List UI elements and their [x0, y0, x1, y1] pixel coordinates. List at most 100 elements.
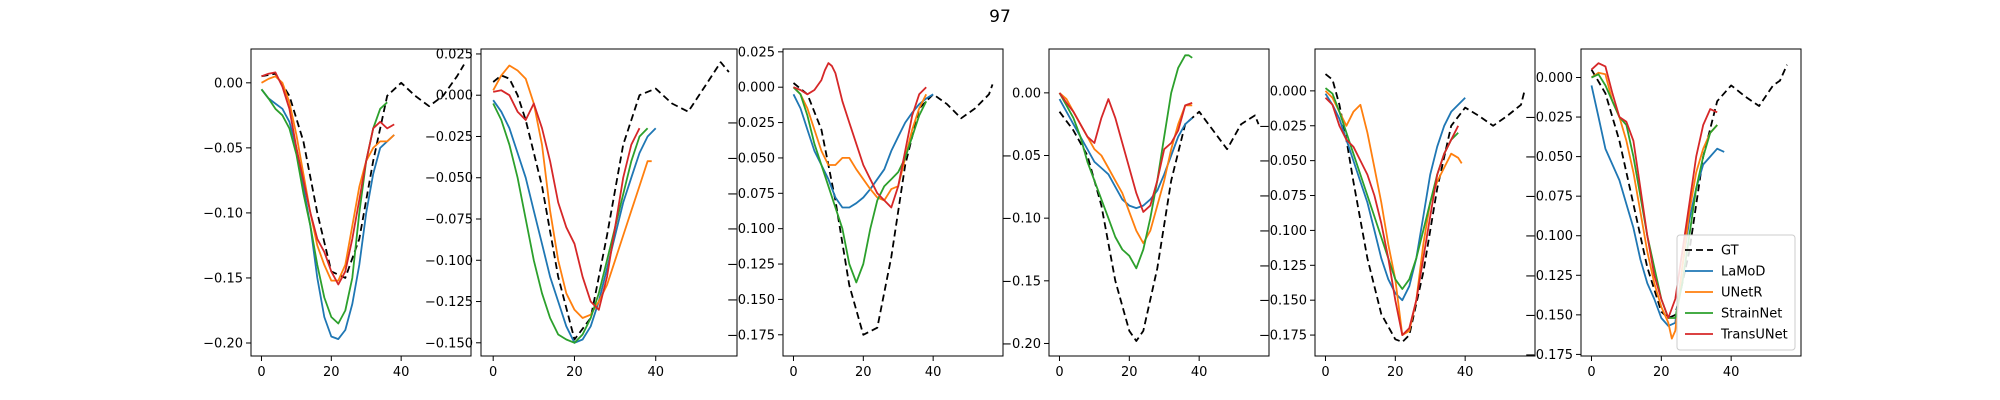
y-tick-label: −0.10	[1001, 212, 1041, 227]
subplot-2: 0 20 40 0.025 0.000 −0.025 −0.050 −0.075 −0.100 −…	[425, 47, 738, 380]
y-tick-label: −0.075	[1525, 190, 1573, 205]
y-tick-label: −0.100	[425, 254, 473, 269]
y-tick-label: −0.025	[727, 116, 775, 131]
y-tick-label: 0.000	[1270, 84, 1307, 99]
series-line-lamod	[792, 93, 934, 209]
y-tick-label: −0.175	[727, 328, 775, 343]
x-tick-label: 0	[1055, 365, 1063, 380]
y-tick-label: −0.15	[203, 271, 243, 286]
subplot-5: 0 20 40 0.000 −0.025 −0.050 −0.075 −0.100 −0.125…	[1259, 48, 1536, 380]
subplots-container: 0 20 400.00−0.05−0.10−0.15−0.200 20 400.0250…	[203, 45, 1802, 380]
series-line-gt	[261, 64, 465, 279]
series-line-strainnet	[1591, 73, 1718, 319]
x-tick-label: 40	[925, 365, 942, 380]
y-tick-label: −0.175	[1259, 329, 1307, 344]
y-tick-label: −0.05	[1001, 149, 1041, 164]
series-line-unetr	[1058, 92, 1193, 245]
legend-box	[1676, 234, 1796, 351]
x-tick-label: 20	[1653, 365, 1670, 380]
subplot-6: 0 20 40 0.000 −0.025 −0.050 −0.075 −0.100 −0.125…	[1525, 48, 1802, 380]
x-tick-label: 40	[393, 365, 410, 380]
series-line-unetr	[792, 86, 928, 202]
series-line-lamod	[1590, 85, 1725, 327]
x-tick-label: 0	[789, 365, 797, 380]
series-line-unetr	[492, 64, 652, 319]
y-tick-label: 0.00	[1012, 86, 1041, 101]
y-tick-label: −0.175	[1525, 348, 1573, 363]
y-tick-label: −0.20	[203, 336, 243, 351]
x-tick-label: 40	[647, 365, 664, 380]
y-tick-label: −0.075	[727, 187, 775, 202]
y-tick-label: −0.125	[425, 295, 473, 310]
y-tick-label: −0.20	[1001, 337, 1041, 352]
x-tick-label: 40	[1457, 365, 1474, 380]
y-tick-label: −0.125	[727, 258, 775, 273]
series-line-strainnet	[260, 88, 388, 325]
series-line-lamod	[492, 99, 657, 344]
series-line-gt	[792, 82, 994, 336]
y-tick-label: −0.150	[727, 293, 775, 308]
x-tick-label: 20	[566, 365, 583, 380]
y-tick-label: −0.025	[1259, 119, 1307, 134]
y-tick-label: −0.025	[1525, 111, 1573, 126]
figure-suptitle: 97	[989, 7, 1011, 27]
legend: GT LaMoD UNetR StrainNet TransUNet	[1676, 234, 1796, 351]
x-tick-label: 20	[323, 365, 340, 380]
legend-label-unetr: UNetR	[1721, 286, 1762, 301]
series-line-gt	[1058, 110, 1260, 342]
x-tick-label: 20	[1387, 365, 1404, 380]
y-tick-label: −0.075	[425, 213, 473, 228]
y-tick-label: −0.100	[1525, 229, 1573, 244]
series-line-strainnet	[1058, 54, 1193, 270]
series-line-transunet	[1058, 92, 1193, 213]
series-line-lamod	[1324, 93, 1466, 302]
series-line-unetr	[261, 75, 395, 282]
series-line-transunet	[1324, 97, 1460, 337]
y-tick-label: −0.15	[1001, 274, 1041, 289]
series-line-transunet	[793, 62, 927, 209]
x-tick-label: 0	[1587, 365, 1595, 380]
y-tick-label: 0.00	[214, 76, 243, 91]
series-line-unetr	[1324, 90, 1463, 337]
axes-frame	[782, 48, 1004, 357]
y-tick-label: −0.075	[1259, 189, 1307, 204]
y-tick-label: −0.150	[1259, 294, 1307, 309]
y-tick-label: −0.150	[1525, 308, 1573, 323]
subplot-4: 0 20 40 0.00 −0.05 −0.10 −0.15 −0.20	[1001, 48, 1270, 380]
x-tick-label: 20	[855, 365, 872, 380]
y-tick-label: 0.025	[738, 45, 775, 60]
series-line-strainnet	[792, 86, 928, 284]
y-tick-label: −0.050	[727, 151, 775, 166]
legend-label-transunet: TransUNet	[1720, 328, 1788, 343]
y-tick-label: 0.000	[1536, 71, 1573, 86]
x-tick-label: 0	[1321, 365, 1329, 380]
y-tick-label: 0.000	[436, 89, 473, 104]
legend-label-strainnet: StrainNet	[1721, 307, 1782, 322]
y-tick-label: −0.050	[1525, 150, 1573, 165]
series-line-lamod	[260, 88, 395, 341]
subplot-1: 0 20 40 0.00 −0.05 −0.10 −0.15 −0.20	[203, 48, 472, 380]
legend-label-lamod: LaMoD	[1721, 265, 1765, 280]
axes-frame	[250, 48, 472, 357]
y-tick-label: −0.050	[1259, 154, 1307, 169]
y-tick-label: 0.025	[436, 47, 473, 62]
y-tick-label: 0.000	[738, 81, 775, 96]
series-line-strainnet	[492, 103, 649, 344]
axes-frame	[480, 48, 738, 357]
x-tick-label: 0	[257, 365, 265, 380]
y-tick-label: −0.125	[1525, 269, 1573, 284]
y-tick-label: −0.125	[1259, 259, 1307, 274]
y-tick-label: −0.100	[1259, 224, 1307, 239]
axes-frame	[1314, 48, 1536, 357]
y-tick-label: −0.050	[425, 171, 473, 186]
x-tick-label: 20	[1121, 365, 1138, 380]
y-tick-label: −0.150	[425, 336, 473, 351]
series-line-transunet	[493, 89, 641, 311]
y-tick-label: −0.100	[727, 222, 775, 237]
x-tick-label: 40	[1191, 365, 1208, 380]
y-tick-label: −0.025	[425, 130, 473, 145]
axes-frame	[1580, 48, 1802, 357]
legend-label-gt: GT	[1721, 244, 1739, 259]
subplot-3: 0 20 40 0.025 0.000 −0.025 −0.050 −0.075 −0.100 −…	[727, 45, 1004, 380]
